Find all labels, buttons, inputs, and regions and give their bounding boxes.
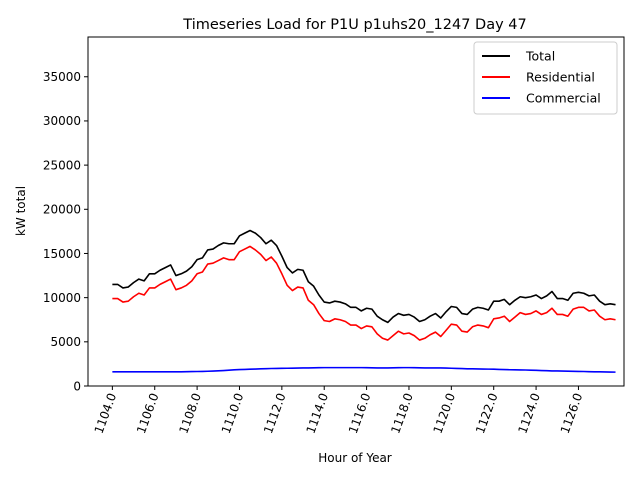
- x-axis-label: Hour of Year: [318, 451, 392, 465]
- y-axis-label: kW total: [14, 186, 28, 236]
- legend-label-residential: Residential: [526, 70, 595, 85]
- legend: Total Residential Commercial: [473, 41, 618, 115]
- plot-frame: [87, 36, 625, 387]
- legend-frame: [473, 41, 618, 115]
- y-axis-ticks: 0 5000 10000 15000 20000 25000 30000 35000: [43, 70, 88, 393]
- series-layer: [112, 229, 616, 373]
- y-tick-label: 0: [73, 379, 81, 393]
- y-tick-label: 35000: [43, 70, 81, 84]
- series-line-total: [112, 229, 616, 324]
- y-tick-label: 5000: [50, 335, 81, 349]
- chart-title: Timeseries Load for P1U p1uhs20_1247 Day…: [182, 17, 526, 33]
- y-tick-label: 15000: [43, 247, 81, 261]
- series-line-commercial: [112, 366, 616, 373]
- legend-label-total: Total: [525, 49, 555, 64]
- series-line-residential: [112, 245, 616, 341]
- legend-label-commercial: Commercial: [526, 91, 601, 106]
- y-tick-label: 20000: [43, 203, 81, 217]
- y-tick-label: 30000: [43, 114, 81, 128]
- y-tick-label: 25000: [43, 158, 81, 172]
- y-tick-label: 10000: [43, 291, 81, 305]
